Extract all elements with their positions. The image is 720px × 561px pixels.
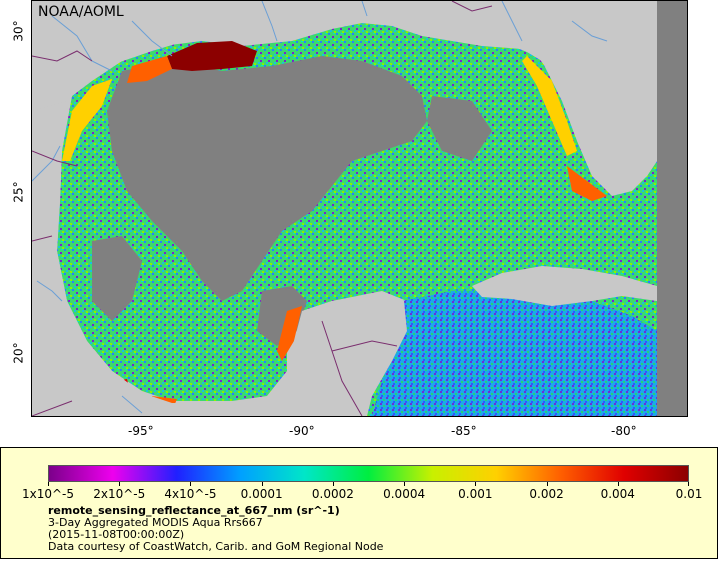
credit-label: NOAA/AOML xyxy=(38,4,124,20)
colorbar-tick xyxy=(261,482,263,486)
map-panel: NOAA/AOML xyxy=(31,0,688,417)
lon-tick-label: -85° xyxy=(451,424,477,438)
lon-tick-label: -90° xyxy=(289,424,315,438)
no-data-region xyxy=(427,96,492,161)
colorbar-tick xyxy=(688,482,689,486)
dataset-time: (2015-11-08T00:00:00Z) xyxy=(48,528,185,541)
variable-name: remote_sensing_reflectance_at_667_nm (sr… xyxy=(48,504,340,517)
colorbar-tick xyxy=(190,482,192,486)
colorbar-tick xyxy=(404,482,406,486)
no-data-region xyxy=(107,56,427,301)
legend-panel: 1x10^-5 2x10^-5 4x10^-5 0.0001 0.0002 0.0004 0… xyxy=(0,447,718,559)
colorbar-tick xyxy=(546,482,548,486)
cuba-land xyxy=(472,266,657,306)
coastal-band-mexico xyxy=(277,306,302,361)
coastal-band-florida xyxy=(522,56,577,156)
colorbar-tick-label: 2x10^-5 xyxy=(93,487,146,501)
colorbar-tick xyxy=(617,482,619,486)
colorbar-tick xyxy=(48,482,49,486)
colorbar-tick-label: 0.004 xyxy=(600,487,635,501)
data-credit: Data courtesy of CoastWatch, Carib. and … xyxy=(48,540,384,553)
florida-land xyxy=(462,1,657,191)
lat-tick-label: 20° xyxy=(11,342,26,364)
colorbar-tick-label: 0.0004 xyxy=(383,487,426,501)
caribbean-water xyxy=(372,291,657,416)
colorbar-tick-label: 0.001 xyxy=(458,487,493,501)
colorbar xyxy=(48,465,689,482)
colorbar-tick xyxy=(332,482,334,486)
coastal-band-texas xyxy=(62,79,112,161)
coastal-band-louisiana xyxy=(167,41,257,71)
lon-tick-label: -80° xyxy=(611,424,637,438)
map-canvas xyxy=(32,1,687,416)
legend-text: remote_sensing_reflectance_at_667_nm (sr… xyxy=(48,505,383,553)
yucatan-land xyxy=(272,293,407,416)
rivers xyxy=(32,1,608,414)
colorbar-tick xyxy=(475,482,477,486)
coastal-band-florida xyxy=(567,166,607,201)
colorbar-tick-label: 0.01 xyxy=(675,487,703,501)
no-data-region xyxy=(657,1,687,416)
dataset-title: 3-Day Aggregated MODIS Aqua Rrs667 xyxy=(48,516,263,529)
colorbar-tick-label: 0.0002 xyxy=(311,487,354,501)
lat-tick-label: 30° xyxy=(11,20,26,42)
coastal-band-louisiana xyxy=(127,56,172,83)
colorbar-tick-label: 0.002 xyxy=(529,487,564,501)
lon-tick-label: -95° xyxy=(128,424,154,438)
colorbar-tick-label: 0.0001 xyxy=(240,487,283,501)
colorbar-tick-label: 1x10^-5 xyxy=(21,487,75,501)
political-borders xyxy=(32,1,493,416)
lat-tick-label: 25° xyxy=(11,181,26,203)
colorbar-tick xyxy=(119,482,121,486)
colorbar-tick-label: 4x10^-5 xyxy=(164,487,217,501)
no-data-region xyxy=(92,236,142,321)
mexico-land xyxy=(32,101,282,416)
